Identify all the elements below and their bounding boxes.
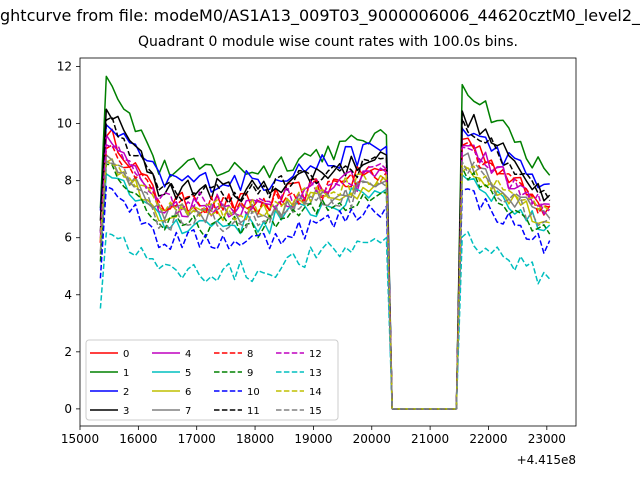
series-line-12 bbox=[99, 144, 551, 410]
legend-label-6: 6 bbox=[185, 387, 191, 398]
legend-label-1: 1 bbox=[123, 368, 129, 379]
legend-label-10: 10 bbox=[247, 387, 260, 398]
x-tick-label: 16000 bbox=[119, 432, 157, 446]
series-line-9 bbox=[99, 163, 551, 410]
legend-box bbox=[85, 339, 339, 421]
legend-label-2: 2 bbox=[123, 387, 129, 398]
x-tick-label: 19000 bbox=[294, 432, 332, 446]
legend-label-15: 15 bbox=[309, 406, 322, 417]
series-line-7 bbox=[99, 152, 551, 410]
y-tick-label: 8 bbox=[64, 174, 72, 188]
x-tick-label: 22000 bbox=[469, 432, 507, 446]
series-line-14 bbox=[99, 160, 551, 410]
x-tick-label: 17000 bbox=[178, 432, 216, 446]
legend-label-0: 0 bbox=[123, 349, 129, 360]
legend-label-3: 3 bbox=[123, 406, 129, 417]
series-line-15 bbox=[99, 160, 551, 410]
series-line-11 bbox=[99, 116, 551, 410]
legend-label-12: 12 bbox=[309, 349, 322, 360]
x-tick-label: 15000 bbox=[61, 432, 99, 446]
y-tick-label: 4 bbox=[64, 288, 72, 302]
y-tick-label: 2 bbox=[64, 345, 72, 359]
figure-suptitle: ghtcurve from file: modeM0/AS1A13_009T03… bbox=[0, 6, 640, 25]
y-tick-label: 12 bbox=[57, 60, 72, 74]
chart-title: Quadrant 0 module wise count rates with … bbox=[138, 34, 518, 50]
series-line-1 bbox=[99, 75, 551, 410]
y-tick-label: 6 bbox=[64, 231, 72, 245]
legend-label-8: 8 bbox=[247, 349, 253, 360]
x-tick-label: 23000 bbox=[528, 432, 566, 446]
legend-label-5: 5 bbox=[185, 368, 191, 379]
x-offset-label: +4.415e8 bbox=[517, 453, 576, 467]
legend-label-9: 9 bbox=[247, 368, 253, 379]
legend-label-13: 13 bbox=[309, 368, 322, 379]
y-tick-label: 0 bbox=[64, 402, 72, 416]
y-tick-label: 10 bbox=[57, 117, 72, 131]
legend-label-14: 14 bbox=[309, 387, 322, 398]
legend-label-11: 11 bbox=[247, 406, 260, 417]
x-tick-label: 21000 bbox=[411, 432, 449, 446]
series-line-13 bbox=[99, 231, 551, 410]
legend-label-7: 7 bbox=[185, 406, 191, 417]
x-tick-label: 20000 bbox=[353, 432, 391, 446]
legend-label-4: 4 bbox=[185, 349, 191, 360]
series-line-10 bbox=[99, 185, 551, 410]
x-tick-label: 18000 bbox=[236, 432, 274, 446]
